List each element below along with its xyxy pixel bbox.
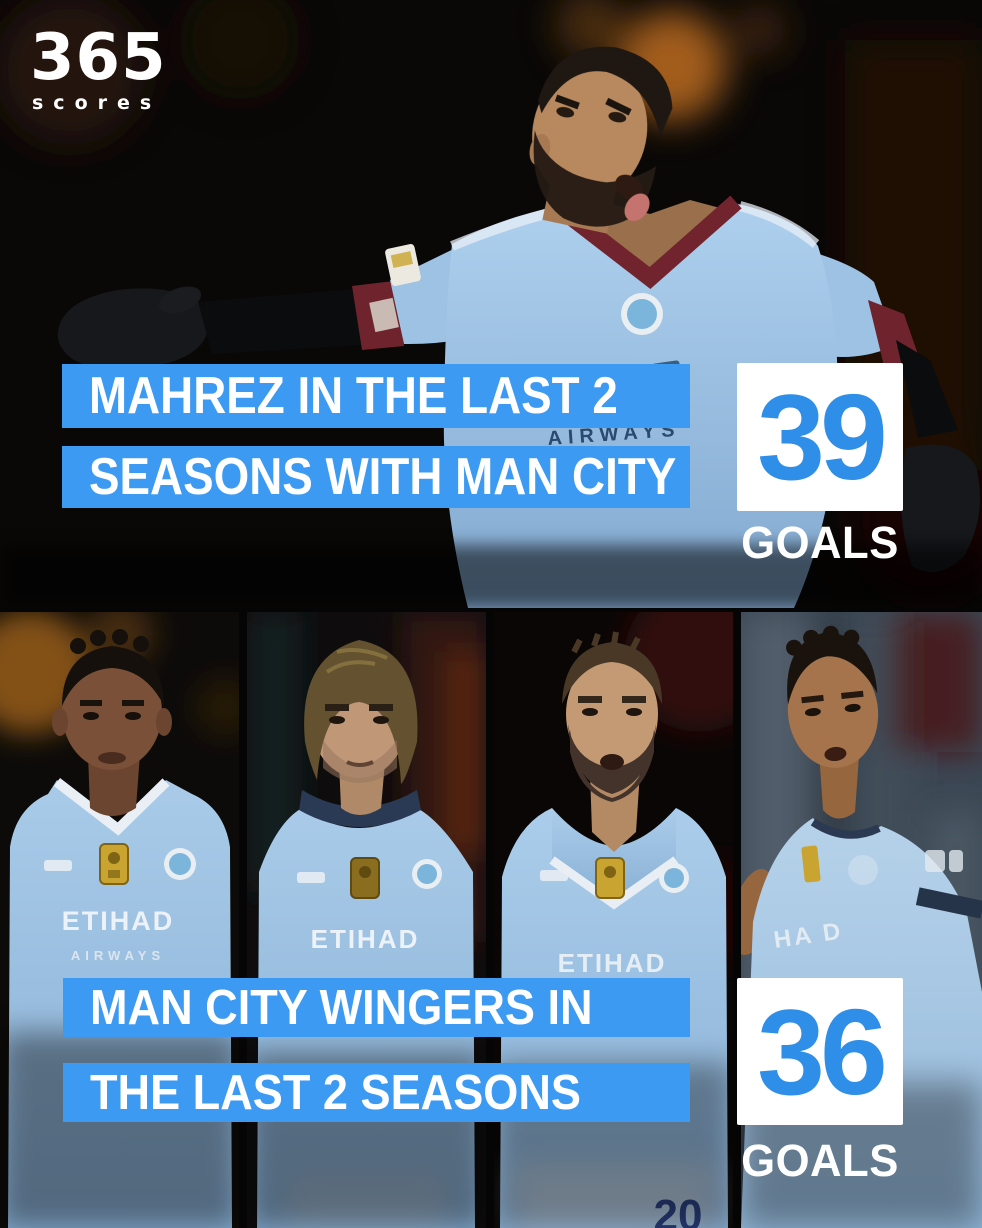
mahrez-mouth <box>615 174 643 200</box>
player4-mouth <box>824 746 847 762</box>
player2-head <box>304 640 418 784</box>
bottom-headline-line2: THE LAST 2 SEASONS <box>90 1065 581 1120</box>
mahrez-hair <box>538 46 673 137</box>
photo2-sponsor-etihad: ETIHAD <box>311 924 420 954</box>
player4-head <box>786 625 879 768</box>
player1-neck <box>88 754 140 816</box>
logo-scores: scores <box>32 91 162 114</box>
mahrez-head <box>529 46 673 234</box>
photo2-fifa-badge <box>350 857 380 899</box>
photo1-vignette <box>0 1032 239 1228</box>
bottom-stat-value: 36 <box>757 983 888 1120</box>
bottom-stat-box: 36 <box>737 978 903 1125</box>
logo-365: 365 <box>30 21 167 95</box>
mahrez-shoulder-seam-right <box>738 201 820 248</box>
winger-photo-2: ETIHAD <box>247 612 486 1228</box>
player1-collar <box>53 778 170 836</box>
photo2-puma-logo <box>297 872 325 883</box>
mahrez-left-thumb <box>158 286 202 314</box>
player1-head <box>52 629 172 770</box>
player4-neck <box>819 752 859 819</box>
top-headline-bar-1: MAHREZ IN THE LAST 2 <box>62 364 690 428</box>
premier-league-sleeve-badge <box>385 244 421 286</box>
mahrez-beard <box>533 130 656 227</box>
mahrez-tongue <box>624 193 650 222</box>
winger-photo-1: ETIHAD AIRWAYS <box>0 612 239 1228</box>
mahrez-celebration-photo: AIRWAYS <box>0 0 982 608</box>
photo2-city-crest <box>412 859 442 889</box>
bottom-headline-bar-1: MAN CITY WINGERS IN <box>63 978 690 1037</box>
photo3-sponsor-etihad: ETIHAD <box>558 948 667 978</box>
mahrez-left-forearm <box>198 288 378 354</box>
photo3-puma-logo <box>540 870 568 881</box>
player4-collar-trim <box>810 818 881 839</box>
mahrez-right-forearm <box>896 340 958 438</box>
man-city-crest <box>621 293 663 335</box>
top-stat-label: GOALS <box>741 517 899 568</box>
player3-collar <box>549 856 679 910</box>
photo3-city-crest <box>659 863 689 893</box>
photo4-city-crest <box>848 855 878 885</box>
top-headline-bar-2: SEASONS WITH MAN CITY <box>62 446 690 508</box>
photo4-sleeve-number-block2 <box>949 850 963 872</box>
bottom-stat-label: GOALS <box>741 1135 899 1186</box>
photo-bottom-shade <box>0 545 982 608</box>
bottom-headline-line1: MAN CITY WINGERS IN <box>90 980 593 1035</box>
photo4-fifa-badge <box>801 845 821 883</box>
player3-head <box>562 631 662 802</box>
top-headline-line1: MAHREZ IN THE LAST 2 <box>89 367 618 425</box>
winger-photo-3: ETIHAD 20 <box>494 612 733 1228</box>
player3-beard <box>568 724 656 794</box>
top-headline-line2: SEASONS WITH MAN CITY <box>89 448 677 506</box>
winger-photo-4: HA D <box>741 612 982 1228</box>
photo1-fifa-badge <box>99 843 129 885</box>
mahrez-right-glove <box>901 444 980 573</box>
top-stat-box: 39 <box>737 363 903 511</box>
photo1-sponsor-etihad: ETIHAD <box>62 906 175 936</box>
photo1-city-crest <box>164 848 196 880</box>
bottom-headline-bar-2: THE LAST 2 SEASONS <box>63 1063 690 1122</box>
mahrez-shoulder-seam-left <box>450 207 554 251</box>
photo4-sleeve-number-block1 <box>925 850 945 872</box>
sleeve-patch <box>369 297 399 333</box>
photo4-armband <box>915 887 982 919</box>
photo3-fifa-badge <box>595 857 625 899</box>
brand-logo: 365 scores <box>30 21 167 114</box>
photo1-sponsor-airways: AIRWAYS <box>71 948 165 963</box>
photo1-puma-logo <box>44 860 72 871</box>
mahrez-collar <box>556 195 742 290</box>
top-stat-value: 39 <box>757 369 888 505</box>
player3-mouth <box>600 754 624 770</box>
